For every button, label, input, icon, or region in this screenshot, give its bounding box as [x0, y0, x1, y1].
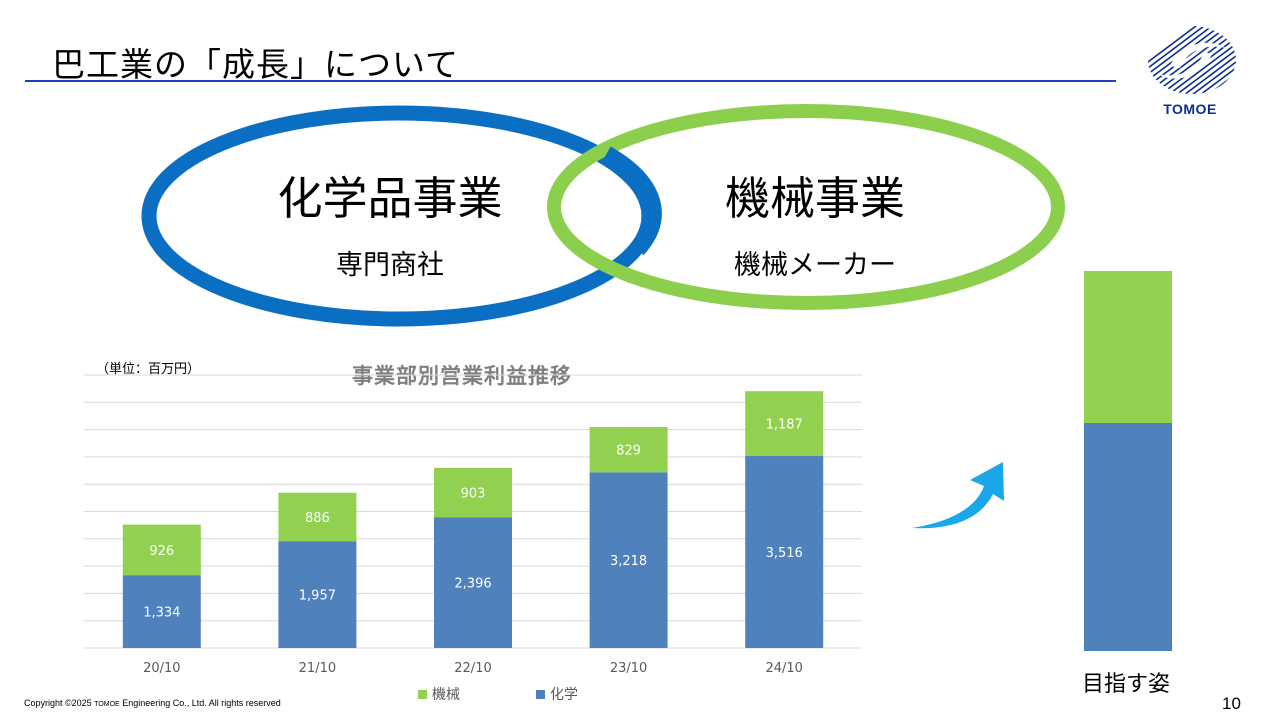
title-divider	[25, 80, 1116, 82]
legend-label-machinery: 機械	[432, 687, 460, 703]
x-tick-label: 20/10	[143, 661, 180, 676]
machinery-ring	[547, 104, 1065, 310]
bar-machinery-22-10	[434, 467, 512, 518]
data-label: 829	[616, 444, 641, 459]
bar-machinery-23-10	[589, 427, 668, 473]
tomoe-logo-icon	[1148, 26, 1236, 94]
data-label: 3,516	[766, 546, 803, 561]
machinery-heading: 機械事業	[724, 172, 905, 225]
legend-label-chemical: 化学	[550, 687, 578, 703]
data-label: 1,187	[766, 418, 803, 433]
bar-chemical-21-10	[278, 541, 357, 648]
copyright-notice: Copyright ©2025 TOMOE Engineering Co., L…	[24, 698, 281, 708]
copyright-brand: TOMOE	[94, 701, 120, 708]
page-number: 10	[1222, 694, 1241, 713]
x-tick-label: 21/10	[299, 661, 336, 676]
goal-bar-machinery	[1084, 271, 1172, 423]
bar-chemical-22-10	[434, 517, 512, 648]
bar-chemical-24-10	[745, 456, 824, 648]
chart-unit-note: （単位：百万円）	[96, 362, 201, 377]
copyright-suffix: Engineering Co., Ltd. All rights reserve…	[119, 698, 281, 708]
chemical-heading: 化学品事業	[277, 172, 503, 225]
bar-chemical-23-10	[589, 472, 668, 648]
chart-labels: 1,334 926 20/10 1,957 886 21/10 2,396 903 22/10 3…	[143, 418, 803, 676]
chemical-subheading: 専門商社	[336, 250, 444, 281]
legend-machinery: 機械	[418, 684, 460, 704]
business-venn-diagram	[141, 104, 1065, 327]
data-label: 903	[461, 487, 486, 502]
logo-wordmark: TOMOE	[1163, 101, 1217, 117]
data-label: 1,957	[299, 589, 336, 604]
copyright-prefix: Copyright ©2025	[24, 698, 95, 708]
page-title: 巴工業の「成長」について	[52, 45, 460, 84]
bar-chemical-20-10	[122, 575, 201, 648]
legend-swatch-chemical	[536, 689, 545, 699]
chemical-ring-overlap	[603, 146, 662, 256]
data-label: 3,218	[610, 554, 647, 569]
legend-chemical: 化学	[536, 684, 578, 704]
bar-machinery-20-10	[122, 524, 201, 576]
data-label: 886	[305, 511, 330, 526]
chart-bars	[122, 391, 824, 648]
machinery-subheading: 機械メーカー	[734, 250, 896, 281]
data-label: 2,396	[454, 577, 491, 592]
chart-title: 事業部別営業利益推移	[352, 364, 572, 388]
legend-swatch-machinery	[418, 689, 427, 699]
x-tick-label: 24/10	[765, 661, 802, 676]
bar-machinery-24-10	[745, 391, 824, 457]
goal-label: 目指す姿	[1082, 672, 1171, 697]
goal-bar-chemical	[1084, 423, 1172, 651]
x-tick-label: 23/10	[610, 661, 647, 676]
growth-arrow-icon	[912, 462, 1004, 529]
bar-machinery-21-10	[278, 492, 357, 542]
x-tick-label: 22/10	[454, 661, 491, 676]
data-label: 926	[149, 544, 174, 559]
data-label: 1,334	[143, 606, 180, 621]
